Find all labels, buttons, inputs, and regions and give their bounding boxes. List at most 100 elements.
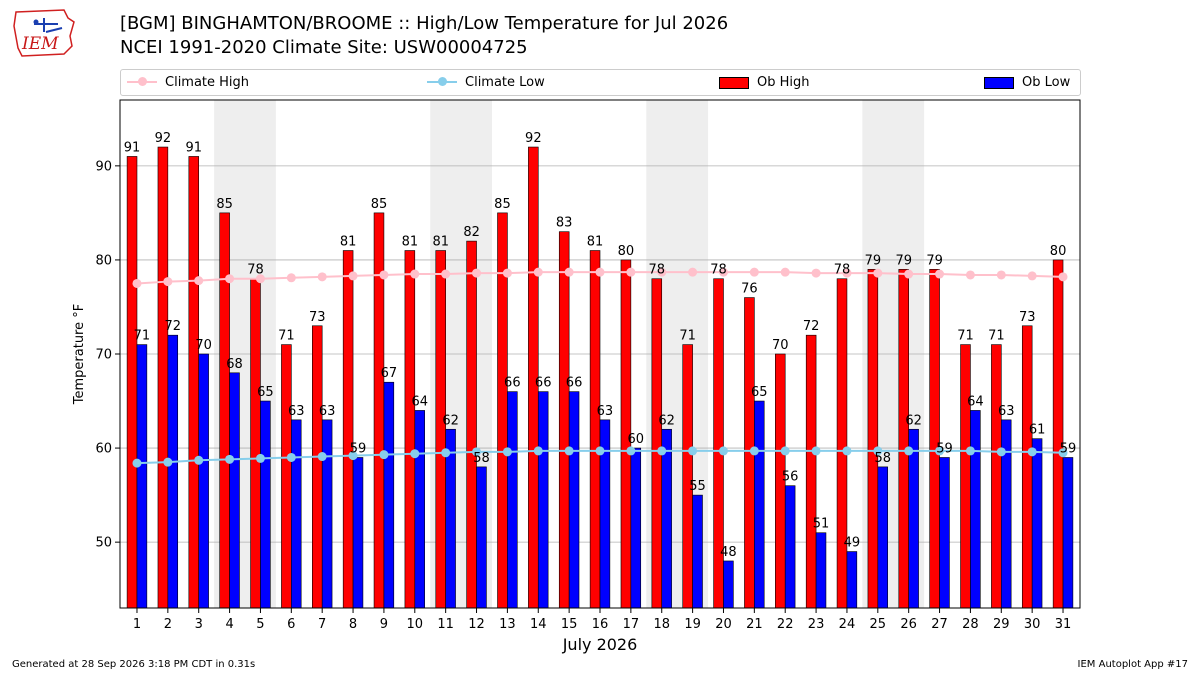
climate-high-point	[286, 273, 296, 283]
legend-item-climate-high: Climate High	[127, 73, 249, 93]
data-label-ob-high: 71	[988, 329, 1005, 344]
climate-low-point	[935, 446, 945, 456]
data-label-ob-high: 78	[247, 263, 264, 278]
climate-high-point	[317, 272, 327, 282]
climate-low-point	[657, 446, 667, 456]
bar-ob-high	[991, 344, 1002, 609]
climate-low-point	[379, 450, 389, 460]
data-label-ob-high: 80	[1050, 244, 1067, 259]
bar-ob-high	[312, 325, 323, 609]
bar-ob-low	[877, 466, 888, 609]
bar-ob-low	[167, 334, 179, 609]
x-tick-label: 9	[380, 617, 388, 632]
climate-high-point	[811, 268, 821, 278]
bar-ob-low	[784, 485, 796, 609]
climate-high-point	[749, 267, 759, 277]
x-tick-label: 3	[195, 617, 203, 632]
bar-ob-high	[219, 212, 230, 609]
bar-ob-low	[291, 419, 302, 609]
x-tick-label: 19	[684, 617, 701, 632]
climate-low-point	[564, 446, 574, 456]
climate-low-point	[688, 446, 698, 456]
data-label-ob-low: 71	[134, 329, 151, 344]
data-label-ob-low: 60	[628, 432, 645, 447]
bar-ob-low	[229, 372, 240, 609]
data-label-ob-high: 92	[155, 131, 172, 146]
data-label-ob-low: 63	[288, 404, 305, 419]
data-label-ob-high: 71	[957, 329, 974, 344]
y-tick-label: 80	[95, 253, 112, 268]
climate-high-point	[163, 277, 173, 287]
data-label-ob-low: 63	[597, 404, 614, 419]
generated-timestamp: Generated at 28 Sep 2026 3:18 PM CDT in …	[12, 659, 256, 670]
x-tick-label: 10	[407, 617, 424, 632]
chart-title: [BGM] BINGHAMTON/BROOME :: High/Low Temp…	[120, 13, 729, 34]
bar-ob-low	[939, 457, 950, 609]
bar-ob-high	[466, 240, 477, 609]
bar-ob-high	[1052, 259, 1064, 609]
bar-ob-low	[198, 353, 209, 609]
x-tick-label: 24	[839, 617, 856, 632]
app-credit: IEM Autoplot App #17	[1077, 659, 1188, 670]
climate-low-point	[255, 453, 265, 463]
climate-low-point	[441, 448, 451, 458]
data-label-ob-high: 81	[587, 235, 604, 250]
x-tick-label: 6	[287, 617, 295, 632]
bar-ob-low	[321, 419, 333, 609]
climate-high-point	[718, 267, 728, 277]
climate-low-point	[1058, 448, 1068, 458]
data-label-ob-high: 79	[926, 253, 943, 268]
climate-high-swatch	[127, 76, 157, 86]
bar-ob-high	[836, 278, 848, 609]
ob-low-swatch	[984, 76, 1014, 89]
x-tick-label: 14	[530, 617, 547, 632]
bar-ob-low	[970, 410, 981, 609]
climate-low-point	[873, 446, 883, 456]
climate-low-point	[502, 447, 512, 457]
x-tick-label: 22	[777, 617, 794, 632]
legend-item-ob-low: Ob Low	[984, 73, 1070, 93]
x-tick-label: 23	[808, 617, 825, 632]
data-label-ob-high: 76	[741, 282, 758, 297]
climate-low-point	[348, 451, 358, 461]
climate-high-point	[595, 267, 605, 277]
climate-high-point	[626, 267, 636, 277]
iem-logo: IEM	[8, 6, 80, 60]
bar-ob-low	[692, 494, 703, 609]
data-label-ob-high: 82	[463, 225, 480, 240]
climate-low-point	[317, 452, 327, 462]
climate-high-point	[348, 271, 358, 281]
data-label-ob-low: 49	[844, 536, 861, 551]
iem-logo-text: IEM	[22, 34, 59, 54]
bar-ob-low	[661, 428, 672, 609]
data-label-ob-low: 64	[967, 394, 984, 409]
climate-high-point	[996, 270, 1006, 280]
climate-high-point	[1027, 271, 1037, 281]
climate-low-point	[163, 457, 173, 467]
data-label-ob-low: 65	[751, 385, 768, 400]
bar-ob-high	[651, 278, 663, 609]
x-tick-label: 11	[437, 617, 454, 632]
climate-high-point	[873, 268, 883, 278]
bar-ob-high	[342, 250, 354, 609]
climate-high-point	[502, 268, 512, 278]
bar-ob-low	[815, 532, 827, 609]
climate-low-point	[410, 449, 420, 459]
bar-ob-low	[476, 466, 487, 609]
bar-ob-low	[846, 551, 858, 609]
bar-ob-low	[507, 391, 518, 609]
x-tick-label: 8	[349, 617, 357, 632]
climate-low-point	[472, 447, 482, 457]
data-label-ob-low: 64	[411, 394, 428, 409]
data-label-ob-low: 48	[720, 545, 737, 560]
climate-high-point	[1058, 272, 1068, 282]
data-label-ob-low: 58	[473, 451, 490, 466]
climate-low-point	[780, 446, 790, 456]
x-tick-label: 29	[993, 617, 1010, 632]
bar-ob-high	[250, 278, 261, 609]
data-label-ob-low: 66	[535, 376, 552, 391]
y-tick-label: 90	[95, 159, 112, 174]
legend-label-climate-high: Climate High	[165, 75, 250, 90]
data-label-ob-high: 78	[649, 263, 666, 278]
